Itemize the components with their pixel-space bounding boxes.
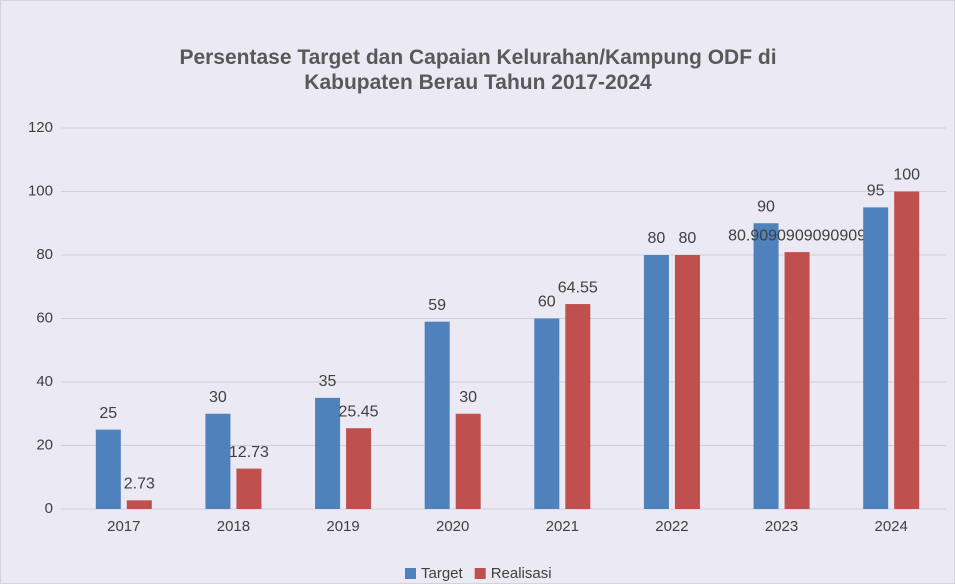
data-label: 30 xyxy=(459,389,477,406)
bar xyxy=(455,413,481,509)
bar xyxy=(753,223,779,509)
x-tick-label: 2018 xyxy=(217,518,250,535)
data-label: 12.73 xyxy=(229,444,269,461)
y-tick-label: 0 xyxy=(45,500,53,517)
legend-label: Target xyxy=(421,565,464,582)
bar xyxy=(894,191,920,509)
bar xyxy=(565,304,591,509)
x-tick-label: 2022 xyxy=(655,518,688,535)
x-tick-label: 2021 xyxy=(546,518,579,535)
data-label: 80 xyxy=(679,230,697,247)
data-label: 80.9090909090909 xyxy=(728,227,866,244)
data-label: 90 xyxy=(757,198,775,215)
data-label: 100 xyxy=(893,167,920,184)
chart-title: Persentase Target dan Capaian Kelurahan/… xyxy=(179,46,777,94)
x-tick-label: 2023 xyxy=(765,518,798,535)
data-label: 64.55 xyxy=(558,279,598,296)
data-label: 25.45 xyxy=(339,403,379,420)
x-tick-label: 2019 xyxy=(326,518,359,535)
y-tick-label: 120 xyxy=(28,119,53,136)
data-label: 35 xyxy=(319,373,337,390)
legend-swatch xyxy=(474,568,486,579)
data-label: 59 xyxy=(428,297,446,314)
data-label: 30 xyxy=(209,389,227,406)
bar xyxy=(424,321,450,509)
bar xyxy=(863,207,889,509)
bar xyxy=(346,428,372,509)
data-label: 25 xyxy=(99,405,117,422)
bar xyxy=(126,500,152,509)
bar xyxy=(534,318,560,509)
bar xyxy=(95,429,121,509)
bar xyxy=(236,468,262,509)
y-tick-label: 60 xyxy=(36,309,53,326)
bar xyxy=(784,252,810,509)
x-tick-label: 2017 xyxy=(107,518,140,535)
bar xyxy=(315,397,341,509)
bar xyxy=(643,255,669,509)
x-tick-label: 2024 xyxy=(875,518,908,535)
legend-label: Realisasi xyxy=(491,565,552,582)
bar xyxy=(205,413,231,509)
y-tick-label: 40 xyxy=(36,373,53,390)
bar xyxy=(674,255,700,509)
data-label: 60 xyxy=(538,294,556,311)
y-tick-label: 20 xyxy=(36,436,53,453)
y-tick-label: 80 xyxy=(36,246,53,263)
legend-swatch xyxy=(405,568,416,579)
x-tick-label: 2020 xyxy=(436,518,469,535)
data-label: 2.73 xyxy=(124,476,155,493)
y-tick-label: 100 xyxy=(28,182,53,199)
data-label: 95 xyxy=(867,183,885,200)
data-label: 80 xyxy=(648,230,666,247)
